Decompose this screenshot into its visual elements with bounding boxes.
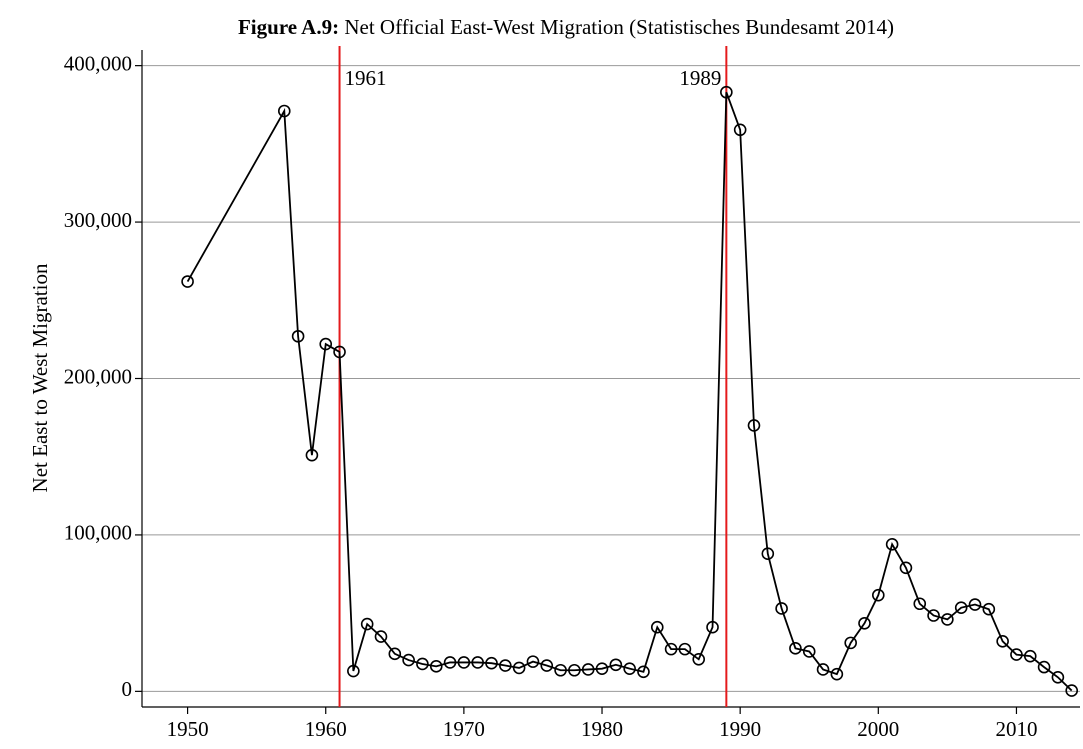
data-point <box>1051 670 1065 684</box>
data-point <box>816 663 830 676</box>
data-point <box>664 642 678 656</box>
data-point <box>954 601 968 614</box>
data-point <box>844 636 857 650</box>
data-point <box>540 659 554 672</box>
y-tick-label: 0 <box>122 677 133 701</box>
data-point <box>554 663 567 677</box>
x-tick-label: 1960 <box>305 717 347 741</box>
y-tick-label: 100,000 <box>64 521 132 545</box>
x-tick-label: 1950 <box>167 717 209 741</box>
data-point <box>899 561 913 575</box>
data-point <box>941 613 954 626</box>
data-point <box>802 645 816 658</box>
data-point <box>789 642 802 655</box>
y-axis-label: Net East to West Migration <box>28 263 52 492</box>
y-tick-label: 400,000 <box>64 51 132 75</box>
data-point <box>485 656 498 670</box>
data-point <box>720 85 733 99</box>
data-point <box>1023 649 1037 663</box>
data-line <box>186 91 1073 692</box>
data-point <box>568 663 581 677</box>
data-point <box>499 659 512 672</box>
data-point <box>526 655 540 668</box>
data-point <box>1037 660 1051 674</box>
x-tick-label: 1970 <box>443 717 485 741</box>
data-point <box>706 620 719 634</box>
data-point <box>388 647 402 661</box>
data-point <box>733 123 747 137</box>
data-point <box>761 547 775 561</box>
data-point <box>858 617 871 630</box>
x-tick-label: 1980 <box>581 717 623 741</box>
data-point <box>678 642 692 656</box>
data-point <box>982 602 996 616</box>
data-point <box>996 634 1009 648</box>
data-point <box>305 448 319 462</box>
data-point <box>374 630 388 643</box>
data-point <box>181 275 194 288</box>
data-point <box>1010 648 1023 661</box>
data-point <box>443 656 457 669</box>
data-point <box>347 664 360 678</box>
data-point <box>637 665 650 679</box>
data-point <box>416 657 429 671</box>
data-point <box>581 663 595 676</box>
x-tick-label: 2000 <box>857 717 899 741</box>
data-point <box>277 104 291 118</box>
data-point <box>913 597 927 611</box>
title-label: Figure A.9: <box>238 15 339 39</box>
data-point <box>650 620 664 634</box>
data-point <box>319 337 333 351</box>
data-point <box>747 419 761 432</box>
data-point <box>291 329 305 343</box>
data-point <box>775 602 788 615</box>
data-point <box>623 662 636 675</box>
chart-title: Figure A.9: Net Official East-West Migra… <box>238 15 894 39</box>
data-point <box>830 667 844 681</box>
data-point <box>872 588 885 602</box>
data-point <box>927 609 940 622</box>
x-tick-label: 1990 <box>719 717 761 741</box>
data-point <box>360 617 374 631</box>
data-point <box>885 538 899 551</box>
data-point <box>692 652 706 666</box>
reference-label: 1989 <box>679 66 721 90</box>
data-point <box>457 656 471 669</box>
y-tick-label: 200,000 <box>64 364 132 388</box>
title-text: Net Official East-West Migration (Statis… <box>344 15 894 39</box>
data-point <box>333 345 346 359</box>
data-point <box>609 658 623 672</box>
x-tick-label: 2010 <box>995 717 1037 741</box>
reference-label: 1961 <box>345 66 387 90</box>
data-point <box>968 598 982 611</box>
y-tick-label: 300,000 <box>64 208 132 232</box>
data-point <box>471 656 484 669</box>
data-point <box>1065 684 1079 697</box>
data-point <box>402 653 415 667</box>
data-point <box>429 660 443 673</box>
data-point <box>512 661 526 675</box>
data-point <box>595 662 609 675</box>
